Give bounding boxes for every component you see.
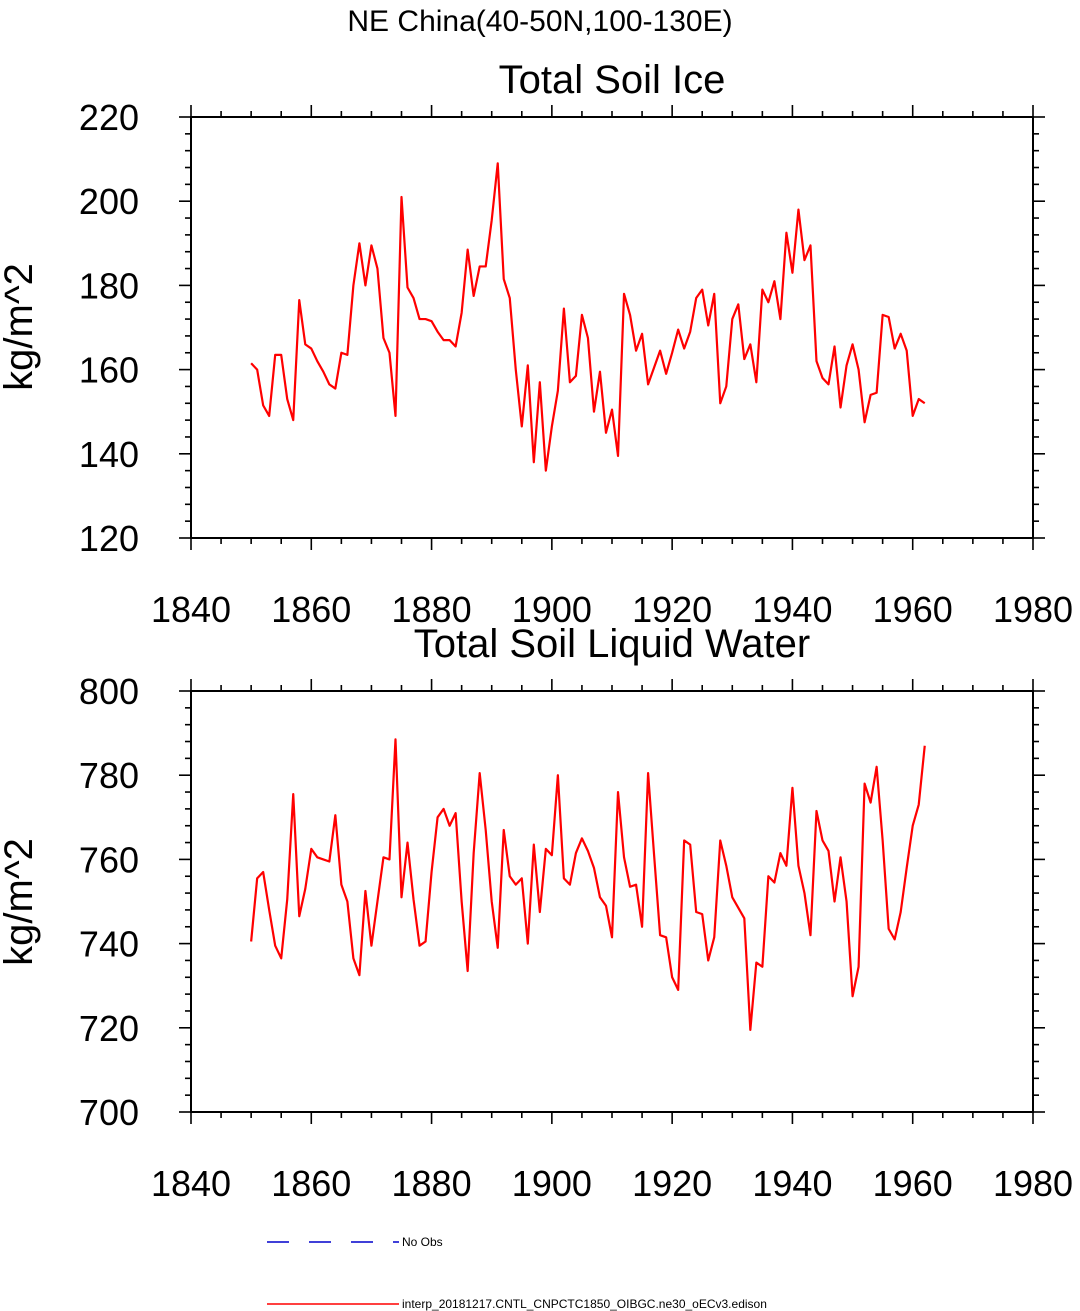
- y-tick-label: 160: [79, 350, 139, 391]
- x-tick-label: 1940: [752, 1163, 832, 1204]
- legend-label-model-run: interp_20181217.CNTL_CNPCTC1850_OIBGC.ne…: [402, 1297, 767, 1311]
- x-tick-label: 1900: [512, 589, 592, 630]
- y-tick-label: 780: [79, 755, 139, 796]
- x-tick-label: 1920: [632, 1163, 712, 1204]
- legend-item-no-obs: No Obs: [267, 1235, 443, 1249]
- panel-title: Total Soil Ice: [499, 58, 726, 102]
- legend: No Obs interp_20181217.CNTL_CNPCTC1850_O…: [267, 1235, 767, 1311]
- x-tick-label: 1900: [512, 1163, 592, 1204]
- y-tick-label: 800: [79, 671, 139, 712]
- x-tick-label: 1940: [752, 589, 832, 630]
- x-tick-label: 1920: [632, 589, 712, 630]
- y-axis-label: kg/m^2: [0, 838, 41, 966]
- x-tick-label: 1960: [873, 589, 953, 630]
- y-tick-label: 140: [79, 434, 139, 475]
- series-line: [250, 738, 926, 1032]
- y-tick-label: 700: [79, 1092, 139, 1133]
- x-tick-label: 1880: [392, 1163, 472, 1204]
- y-tick-label: 220: [79, 97, 139, 138]
- y-tick-label: 740: [79, 924, 139, 965]
- y-tick-label: 200: [79, 181, 139, 222]
- y-tick-label: 760: [79, 839, 139, 880]
- y-tick-label: 180: [79, 265, 139, 306]
- x-tick-label: 1860: [271, 1163, 351, 1204]
- x-tick-label: 1840: [151, 1163, 231, 1204]
- x-tick-label: 1960: [873, 1163, 953, 1204]
- panel-title: Total Soil Liquid Water: [414, 622, 810, 666]
- y-tick-label: 120: [79, 518, 139, 559]
- legend-label-no-obs: No Obs: [402, 1235, 443, 1249]
- figure-suptitle: NE China(40-50N,100-130E): [347, 5, 732, 38]
- x-tick-label: 1840: [151, 589, 231, 630]
- y-axis-label: kg/m^2: [0, 263, 41, 391]
- soil-liquid-water-panel: Total Soil Liquid Water kg/m^2 1840 1860 1…: [0, 622, 1073, 1204]
- series-line: [250, 162, 926, 472]
- x-tick-label: 1980: [993, 589, 1073, 630]
- y-tick-label: 720: [79, 1008, 139, 1049]
- x-tick-label: 1980: [993, 1163, 1073, 1204]
- legend-item-model-run: interp_20181217.CNTL_CNPCTC1850_OIBGC.ne…: [267, 1297, 767, 1311]
- x-tick-label: 1880: [392, 589, 472, 630]
- soil-ice-panel: Total Soil Ice kg/m^2 1840 1860 1880 1900 19…: [0, 58, 1073, 630]
- x-tick-label: 1860: [271, 589, 351, 630]
